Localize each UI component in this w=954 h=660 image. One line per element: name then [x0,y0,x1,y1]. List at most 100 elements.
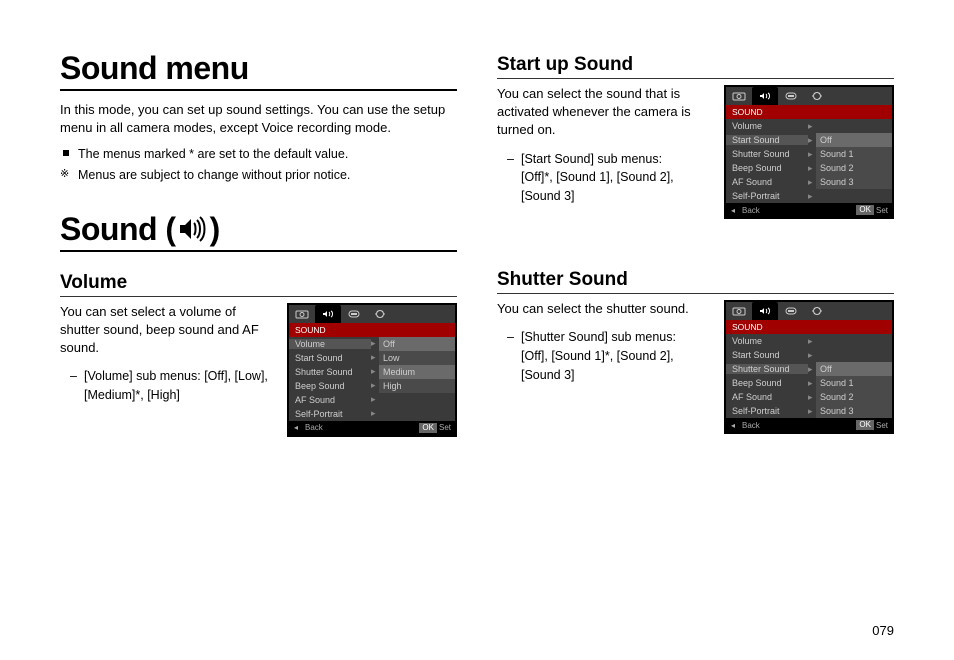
menu-option: Off [816,133,892,147]
chevron-right-icon: ▸ [371,338,379,349]
menu-option-empty [816,334,892,348]
menu-item-label: AF Sound [289,395,371,405]
heading-sound-pre: Sound ( [60,211,176,248]
menu-option: Sound 1 [816,147,892,161]
chevron-right-icon: ▸ [808,350,816,361]
menu-title: SOUND [726,105,892,119]
menu-footer: ◂ Back OK Set [726,203,892,217]
back-arrow-icon: ◂ [726,206,740,215]
menu-option-empty [379,393,455,407]
screenshot-shutter: SOUND Volume ▸ Start Sound ▸ Shutter Sou… [724,300,894,434]
menu-footer: ◂ Back OK Set [289,421,455,435]
menu-option-empty [379,407,455,421]
menu-row: Volume ▸ [726,119,892,133]
heading-shutter: Shutter Sound [497,269,894,294]
chevron-right-icon: ▸ [371,380,379,391]
menu-item-label: Start Sound [726,350,808,360]
menu-item-label: Beep Sound [289,381,371,391]
menu-row: Volume ▸ Off [289,337,455,351]
menu-option: Medium [379,365,455,379]
menu-row: Self-Portrait ▸ [726,189,892,203]
menu-item-label: Volume [289,339,371,349]
menu-row: Shutter Sound ▸ Medium [289,365,455,379]
menu-item-label: Shutter Sound [289,367,371,377]
menu-row: Self-Portrait ▸ Sound 3 [726,404,892,418]
menu-item-label: Start Sound [289,353,371,363]
menu-item-label: Beep Sound [726,378,808,388]
menu-row: AF Sound ▸ Sound 2 [726,390,892,404]
menu-item-label: Self-Portrait [726,406,808,416]
menu-row: Beep Sound ▸ Sound 2 [726,161,892,175]
menu-item-label: Shutter Sound [726,364,808,374]
chevron-right-icon: ▸ [808,149,816,160]
chevron-right-icon: ▸ [808,378,816,389]
intro-text: In this mode, you can set up sound setti… [60,101,457,137]
back-arrow-icon: ◂ [289,423,303,432]
chevron-right-icon: ▸ [371,408,379,419]
menu-option-empty [816,189,892,203]
chevron-right-icon: ▸ [808,392,816,403]
chevron-right-icon: ▸ [808,121,816,132]
volume-desc: You can set select a volume of shutter s… [60,303,273,358]
speaker-icon [178,216,208,242]
menu-tabbar [726,87,892,105]
set-label: Set [876,206,892,215]
note-change: Menus are subject to change without prio… [60,166,457,185]
back-arrow-icon: ◂ [726,421,740,430]
menu-item-label: Self-Portrait [289,409,371,419]
menu-item-label: Start Sound [726,135,808,145]
menu-row: Shutter Sound ▸ Off [726,362,892,376]
menu-item-label: AF Sound [726,177,808,187]
menu-option: Sound 2 [816,390,892,404]
menu-row: Shutter Sound ▸ Sound 1 [726,147,892,161]
heading-startup: Start up Sound [497,54,894,79]
screenshot-volume: SOUND Volume ▸ Off Start Sound ▸ Low Shu… [287,303,457,437]
chevron-right-icon: ▸ [371,394,379,405]
menu-title: SOUND [289,323,455,337]
chevron-right-icon: ▸ [808,406,816,417]
chevron-right-icon: ▸ [808,163,816,174]
menu-row: Self-Portrait ▸ [289,407,455,421]
menu-title: SOUND [726,320,892,334]
screenshot-startup: SOUND Volume ▸ Start Sound ▸ Off Shutter… [724,85,894,219]
menu-item-label: Shutter Sound [726,149,808,159]
menu-row: Start Sound ▸ Low [289,351,455,365]
heading-sound-menu: Sound menu [60,50,457,91]
shutter-submenus: [Shutter Sound] sub menus: [Off], [Sound… [497,328,710,384]
menu-option-empty [816,348,892,362]
heading-sound: Sound ( ) [60,211,457,252]
menu-row: Beep Sound ▸ Sound 1 [726,376,892,390]
menu-tabbar [726,302,892,320]
menu-item-label: AF Sound [726,392,808,402]
startup-submenus: [Start Sound] sub menus: [Off]*, [Sound … [497,150,710,206]
ok-label: OK [419,423,437,433]
back-label: Back [303,423,419,432]
chevron-right-icon: ▸ [808,135,816,146]
menu-option: Sound 3 [816,175,892,189]
chevron-right-icon: ▸ [808,364,816,375]
menu-option: High [379,379,455,393]
menu-item-label: Volume [726,121,808,131]
menu-tabbar [289,305,455,323]
back-label: Back [740,421,856,430]
startup-desc: You can select the sound that is activat… [497,85,710,140]
menu-row: Start Sound ▸ [726,348,892,362]
ok-label: OK [856,420,874,430]
menu-item-label: Beep Sound [726,163,808,173]
set-label: Set [439,423,455,432]
menu-option-empty [816,119,892,133]
heading-sound-post: ) [210,211,220,248]
menu-row: Start Sound ▸ Off [726,133,892,147]
menu-footer: ◂ Back OK Set [726,418,892,432]
menu-option: Off [816,362,892,376]
ok-label: OK [856,205,874,215]
menu-item-label: Self-Portrait [726,191,808,201]
shutter-desc: You can select the shutter sound. [497,300,710,318]
heading-volume: Volume [60,272,457,297]
menu-option: Sound 3 [816,404,892,418]
menu-option: Off [379,337,455,351]
chevron-right-icon: ▸ [371,366,379,377]
page-number: 079 [872,623,894,638]
volume-submenus: [Volume] sub menus: [Off], [Low], [Mediu… [60,367,273,405]
chevron-right-icon: ▸ [808,191,816,202]
